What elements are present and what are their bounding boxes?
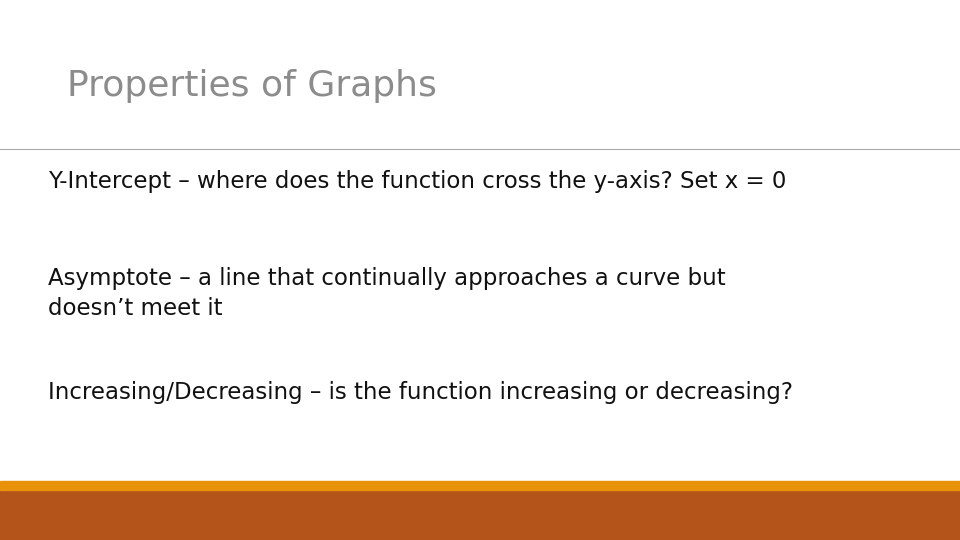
- Bar: [0, 481, 960, 490]
- Text: Y-Intercept – where does the function cross the y-axis? Set x = 0: Y-Intercept – where does the function cr…: [48, 170, 786, 193]
- Bar: [0, 490, 960, 540]
- Text: Increasing/Decreasing – is the function increasing or decreasing?: Increasing/Decreasing – is the function …: [48, 381, 793, 404]
- Text: Properties of Graphs: Properties of Graphs: [67, 69, 437, 103]
- Text: Asymptote – a line that continually approaches a curve but
doesn’t meet it: Asymptote – a line that continually appr…: [48, 267, 726, 320]
